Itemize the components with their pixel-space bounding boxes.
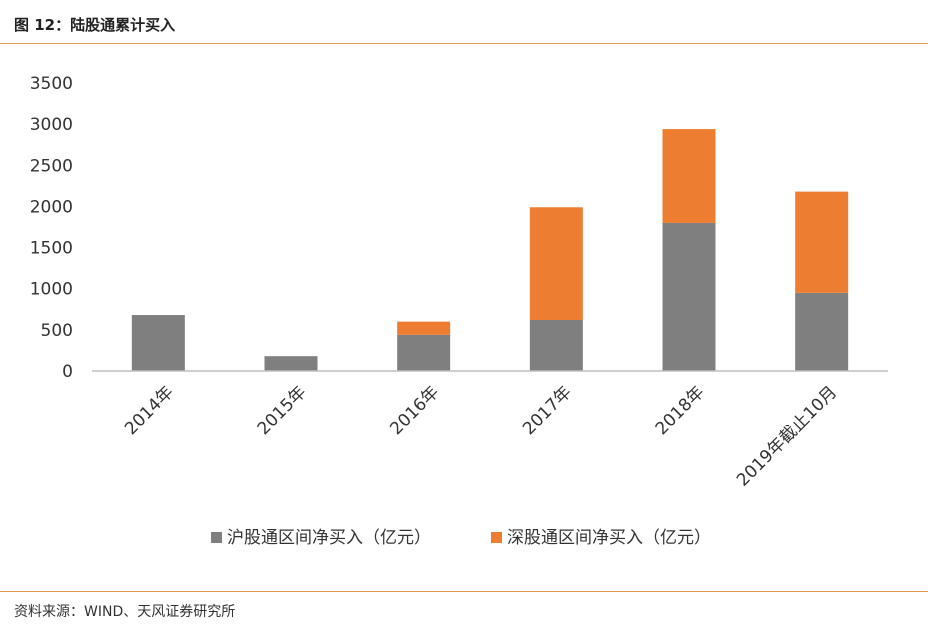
bar-shanghai: [397, 334, 451, 371]
source-note: 资料来源：WIND、天风证券研究所: [14, 604, 236, 620]
x-tick-label: 2016年: [386, 382, 443, 439]
bar-shanghai: [131, 315, 185, 371]
x-tick-label: 2017年: [519, 382, 576, 439]
x-tick-label: 2014年: [121, 382, 178, 439]
legend-label-shenzhen: 深股通区间净买入（亿元）: [507, 528, 711, 548]
y-tick-label: 0: [62, 362, 73, 382]
y-tick-label: 1500: [30, 239, 73, 259]
legend-label-shanghai: 沪股通区间净买入（亿元）: [227, 528, 431, 548]
y-tick-label: 2500: [30, 156, 73, 176]
figure-title: 图 12：陆股通累计买入: [14, 16, 176, 34]
legend-swatch-shanghai: [211, 532, 222, 543]
bar-shanghai: [529, 319, 583, 371]
y-tick-label: 1000: [30, 280, 73, 300]
bar-shanghai: [264, 356, 318, 371]
x-tick-label: 2019年截止10月: [733, 382, 841, 490]
y-tick-label: 3000: [30, 115, 73, 135]
bar-shenzhen: [397, 321, 451, 335]
bar-shenzhen: [662, 129, 716, 223]
y-tick-label: 2000: [30, 197, 73, 217]
bar-shenzhen: [795, 191, 849, 293]
bottom-divider: [0, 591, 928, 592]
y-tick-label: 3500: [30, 74, 73, 94]
bar-shenzhen: [529, 207, 583, 320]
legend-swatch-shenzhen: [491, 532, 502, 543]
top-divider: [0, 43, 928, 44]
bar-shanghai: [662, 222, 716, 371]
x-tick-label: 2018年: [652, 382, 709, 439]
stacked-bar-chart: 0 500 1000 1500 2000 2500 3000 3500 2014年 2015年 20…: [30, 74, 888, 548]
x-tick-label: 2015年: [254, 382, 311, 439]
y-tick-label: 500: [41, 321, 73, 341]
bar-shanghai: [795, 292, 849, 371]
